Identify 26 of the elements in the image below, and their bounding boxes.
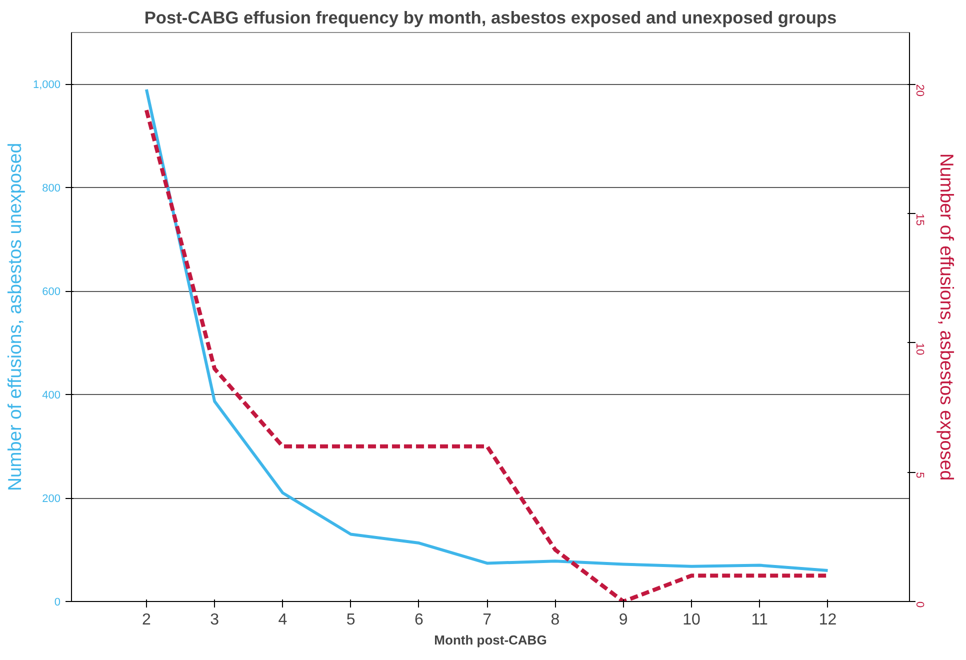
y-tick-label: 0 xyxy=(54,596,61,608)
y2-tick-label: 5 xyxy=(914,472,926,478)
x-tick-label: 9 xyxy=(618,612,628,628)
y2-axis-title: Number of effusions, asbestos exposed xyxy=(936,153,958,481)
x-tick-label: 8 xyxy=(550,612,560,628)
y-tick-label: 200 xyxy=(42,493,61,506)
x-tick-label: 6 xyxy=(414,612,424,628)
y-tick-label: 1,000 xyxy=(32,79,61,92)
x-tick-label: 5 xyxy=(346,612,356,628)
y2-tick-label: 10 xyxy=(914,342,926,356)
y-tick-label: 400 xyxy=(42,390,61,402)
y2-tick-label: 20 xyxy=(914,84,926,96)
x-tick-label: 2 xyxy=(142,612,151,628)
x-tick-label: 12 xyxy=(818,612,837,628)
x-tick-label: 3 xyxy=(210,612,220,628)
x-tick-label: 10 xyxy=(682,612,700,628)
x-tick-label: 4 xyxy=(278,612,288,628)
x-tick-label: 11 xyxy=(751,612,768,628)
y-tick-label: 800 xyxy=(42,182,61,195)
y-axis-title: Number of effusions, asbestos unexposed xyxy=(4,142,25,492)
x-axis-title: Month post-CABG xyxy=(434,632,547,648)
x-tick-label: 7 xyxy=(482,612,492,628)
chart-title: Post-CABG effusion frequency by month, asbestos exposed and unexposed groups xyxy=(144,8,837,28)
y-tick-label: 600 xyxy=(42,286,61,298)
y2-tick-label: 0 xyxy=(914,602,926,608)
y2-tick-label: 15 xyxy=(914,214,926,226)
